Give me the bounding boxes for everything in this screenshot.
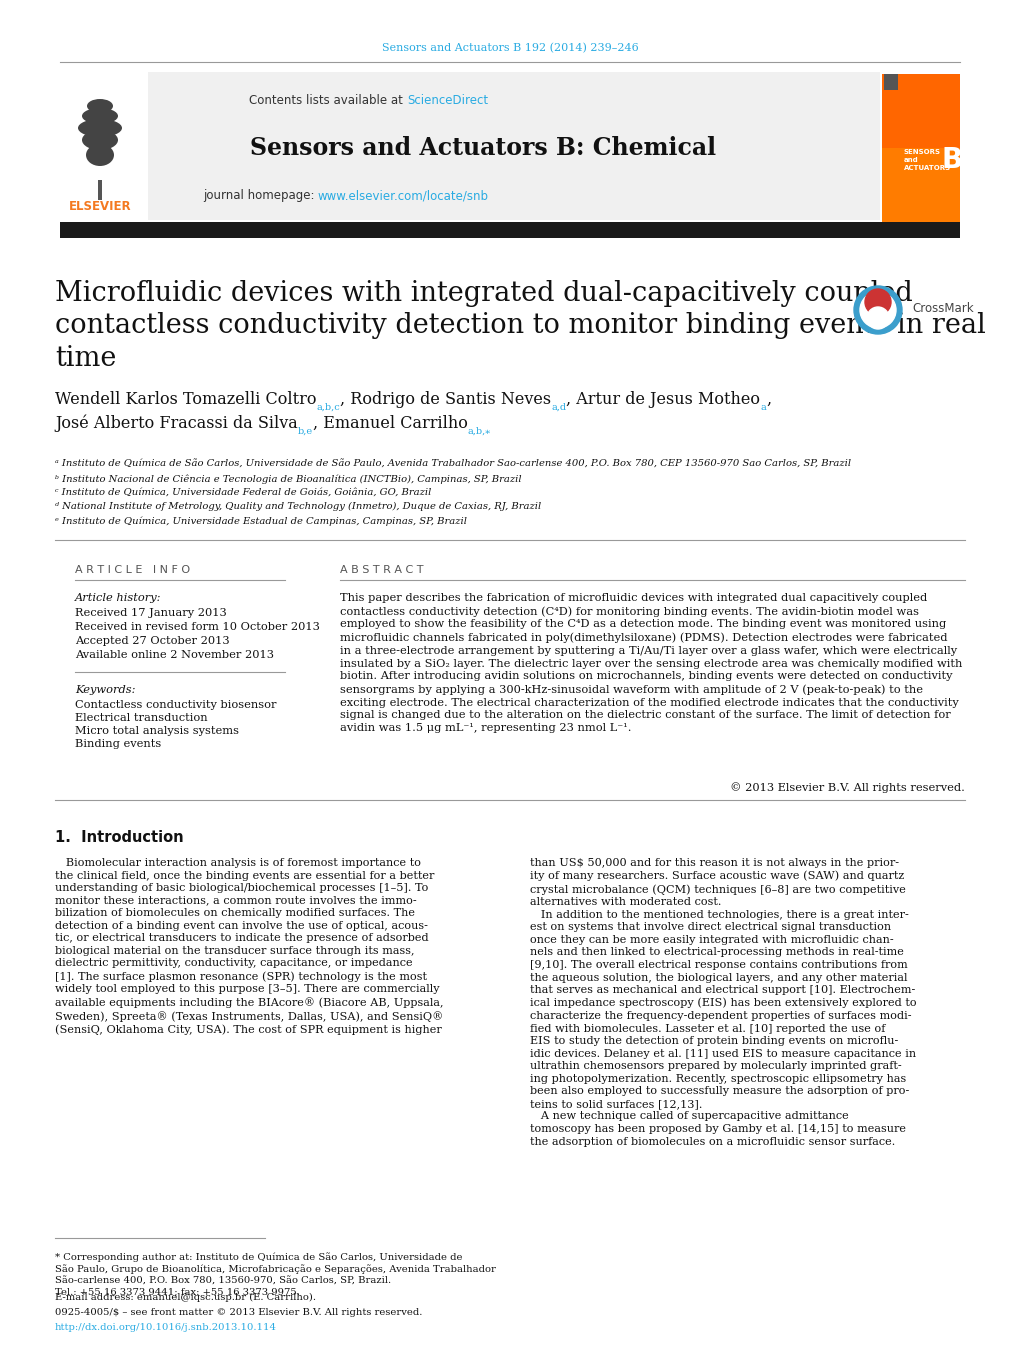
Text: Sensors and Actuators B: Chemical: Sensors and Actuators B: Chemical	[250, 136, 715, 159]
Ellipse shape	[86, 145, 114, 166]
Circle shape	[866, 307, 889, 330]
Text: ᵈ National Institute of Metrology, Quality and Technology (Inmetro), Duque de Ca: ᵈ National Institute of Metrology, Quali…	[55, 503, 541, 511]
Text: , Emanuel Carrilho: , Emanuel Carrilho	[313, 415, 468, 432]
Bar	[881, 149, 959, 222]
Text: 0925-4005/$ – see front matter © 2013 Elsevier B.V. All rights reserved.: 0925-4005/$ – see front matter © 2013 El…	[55, 1308, 422, 1317]
Text: a: a	[760, 403, 765, 412]
Circle shape	[859, 292, 895, 328]
Ellipse shape	[77, 119, 122, 136]
Text: than US$ 50,000 and for this reason it is not always in the prior-
ity of many r: than US$ 50,000 and for this reason it i…	[530, 858, 916, 1147]
Text: 1.  Introduction: 1. Introduction	[55, 830, 183, 844]
Text: http://dx.doi.org/10.1016/j.snb.2013.10.114: http://dx.doi.org/10.1016/j.snb.2013.10.…	[55, 1323, 277, 1332]
Text: Received in revised form 10 October 2013: Received in revised form 10 October 2013	[75, 621, 320, 632]
Bar	[85, 72, 879, 220]
Text: ᶜ Instituto de Química, Universidade Federal de Goiás, Goiânia, GO, Brazil: ᶜ Instituto de Química, Universidade Fed…	[55, 488, 431, 497]
Text: a,b,⁎: a,b,⁎	[468, 427, 490, 436]
Text: Biomolecular interaction analysis is of foremost importance to
the clinical fiel: Biomolecular interaction analysis is of …	[55, 858, 443, 1035]
Text: Binding events: Binding events	[75, 739, 161, 748]
Text: A B S T R A C T: A B S T R A C T	[339, 565, 423, 576]
Text: Available online 2 November 2013: Available online 2 November 2013	[75, 650, 274, 661]
Ellipse shape	[82, 108, 118, 124]
Bar	[98, 180, 102, 200]
Text: a,b,c: a,b,c	[316, 403, 340, 412]
Text: Received 17 January 2013: Received 17 January 2013	[75, 608, 226, 617]
Text: ScienceDirect: ScienceDirect	[407, 93, 488, 107]
Text: CrossMark: CrossMark	[911, 301, 973, 315]
Circle shape	[853, 286, 901, 334]
Bar	[60, 72, 148, 222]
Text: ᵇ Instituto Nacional de Ciência e Tecnologia de Bioanalítica (INCTBio), Campinas: ᵇ Instituto Nacional de Ciência e Tecnol…	[55, 474, 521, 484]
Text: Microfluidic devices with integrated dual-capacitively coupled
contactless condu: Microfluidic devices with integrated dua…	[55, 280, 984, 372]
Text: ᵉ Instituto de Química, Universidade Estadual de Campinas, Campinas, SP, Brazil: ᵉ Instituto de Química, Universidade Est…	[55, 516, 467, 526]
Text: www.elsevier.com/locate/snb: www.elsevier.com/locate/snb	[318, 189, 488, 203]
Text: B: B	[941, 146, 962, 174]
Bar	[881, 74, 959, 222]
Text: Keywords:: Keywords:	[75, 685, 136, 694]
Text: * Corresponding author at: Instituto de Química de São Carlos, Universidade de
S: * Corresponding author at: Instituto de …	[55, 1252, 495, 1297]
Text: journal homepage:: journal homepage:	[203, 189, 318, 203]
Text: © 2013 Elsevier B.V. All rights reserved.: © 2013 Elsevier B.V. All rights reserved…	[730, 782, 964, 793]
Text: ELSEVIER: ELSEVIER	[68, 200, 131, 213]
Circle shape	[864, 289, 891, 315]
Text: José Alberto Fracassi da Silva: José Alberto Fracassi da Silva	[55, 415, 298, 432]
Bar	[883, 74, 897, 91]
Text: b,e: b,e	[298, 427, 313, 436]
Text: SENSORS
and
ACTUATORS: SENSORS and ACTUATORS	[903, 150, 950, 170]
Text: a,d: a,d	[551, 403, 566, 412]
Text: , Artur de Jesus Motheo: , Artur de Jesus Motheo	[566, 390, 760, 408]
Text: Electrical transduction: Electrical transduction	[75, 713, 208, 723]
Ellipse shape	[87, 99, 113, 113]
Text: ,: ,	[765, 390, 770, 408]
Text: A R T I C L E   I N F O: A R T I C L E I N F O	[75, 565, 190, 576]
Text: Sensors and Actuators B 192 (2014) 239–246: Sensors and Actuators B 192 (2014) 239–2…	[381, 43, 638, 53]
Text: Contactless conductivity biosensor: Contactless conductivity biosensor	[75, 700, 276, 711]
Text: , Rodrigo de Santis Neves: , Rodrigo de Santis Neves	[340, 390, 551, 408]
Ellipse shape	[82, 130, 118, 150]
Text: Article history:: Article history:	[75, 593, 161, 603]
Text: E-mail address: emanuel@iqsc.usp.br (E. Carrilho).: E-mail address: emanuel@iqsc.usp.br (E. …	[55, 1293, 316, 1302]
Bar	[60, 222, 959, 238]
Text: Contents lists available at: Contents lists available at	[249, 93, 407, 107]
Text: ᵃ Instituto de Química de São Carlos, Universidade de São Paulo, Avenida Trabalh: ᵃ Instituto de Química de São Carlos, Un…	[55, 459, 850, 469]
Text: Wendell Karlos Tomazelli Coltro: Wendell Karlos Tomazelli Coltro	[55, 390, 316, 408]
Text: Accepted 27 October 2013: Accepted 27 October 2013	[75, 636, 229, 646]
Text: Micro total analysis systems: Micro total analysis systems	[75, 725, 238, 736]
Text: This paper describes the fabrication of microfluidic devices with integrated dua: This paper describes the fabrication of …	[339, 593, 962, 734]
